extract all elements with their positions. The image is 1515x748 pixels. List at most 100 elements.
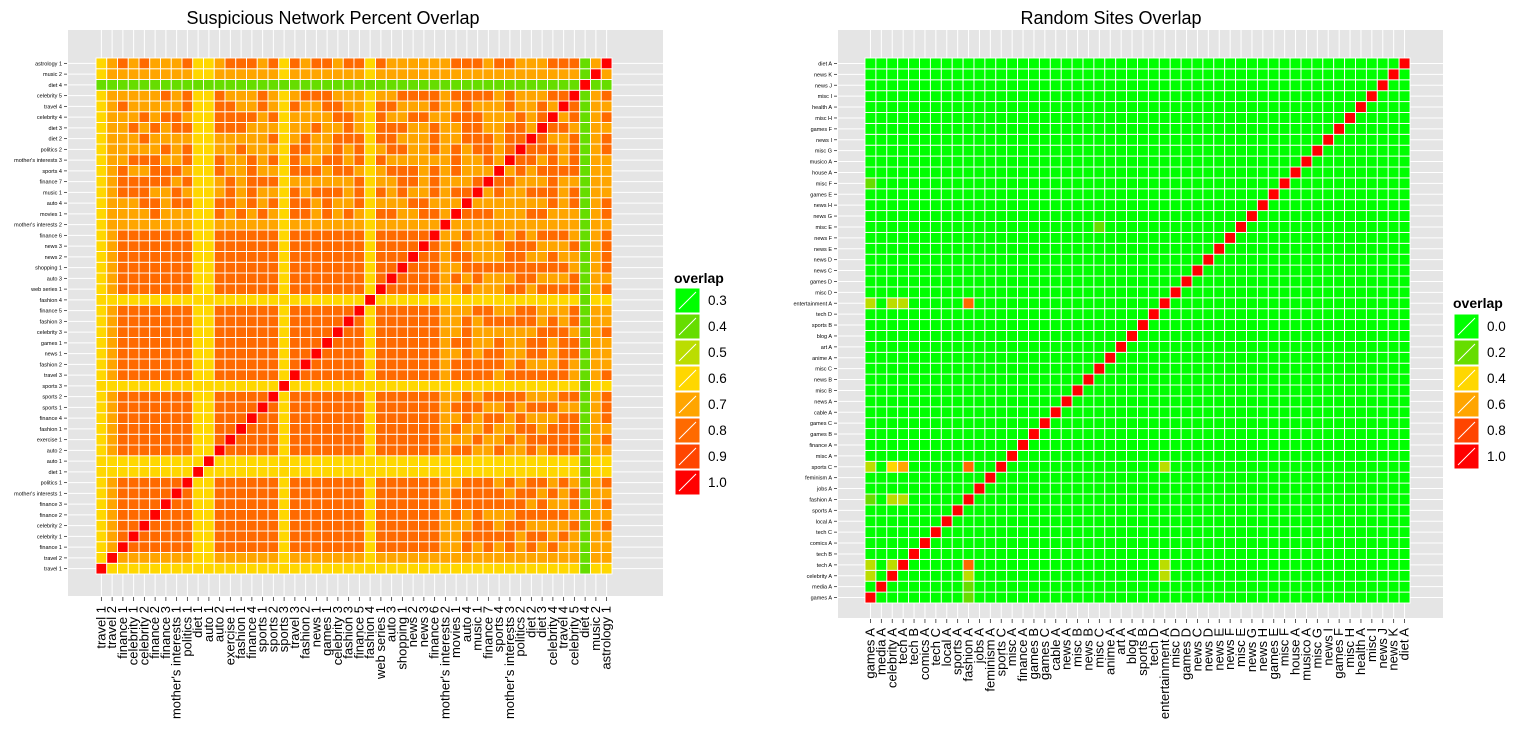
heat-tile bbox=[127, 208, 140, 220]
heat-tile bbox=[256, 186, 269, 199]
heat-tile bbox=[897, 449, 910, 462]
heat-tile bbox=[1355, 460, 1367, 473]
x-tick-label-sports-3: sports 3 bbox=[276, 606, 291, 652]
heat-tile bbox=[579, 240, 591, 252]
heat-tile bbox=[224, 261, 237, 274]
x-tick-label-celebrity-5: celebrity 5 bbox=[566, 606, 581, 665]
heat-tile bbox=[149, 304, 161, 317]
heat-tile bbox=[1147, 144, 1160, 157]
heat-tile bbox=[590, 154, 602, 166]
heat-tile bbox=[493, 315, 505, 328]
heat-tile bbox=[1137, 308, 1149, 321]
heat-tile bbox=[547, 530, 559, 543]
heat-tile bbox=[908, 580, 920, 593]
heat-tile bbox=[995, 199, 1008, 212]
heat-tile bbox=[439, 186, 452, 199]
heat-tile bbox=[1028, 242, 1040, 255]
heat-tile bbox=[1235, 580, 1247, 593]
heat-tile bbox=[1300, 591, 1313, 604]
heat-tile bbox=[886, 340, 899, 353]
heat-tile bbox=[1398, 569, 1411, 582]
right-tiles bbox=[864, 57, 1411, 604]
heat-tile bbox=[962, 351, 975, 364]
heat-tile bbox=[1278, 177, 1291, 190]
heat-tile bbox=[1213, 199, 1226, 212]
heat-tile bbox=[428, 444, 441, 457]
heat-tile bbox=[375, 562, 387, 575]
heat-tile bbox=[536, 186, 548, 199]
heat-tile bbox=[1333, 428, 1346, 440]
heat-tile bbox=[600, 79, 613, 91]
heat-tile bbox=[1267, 471, 1280, 484]
heat-tile bbox=[289, 444, 301, 457]
heat-tile bbox=[471, 401, 484, 414]
heat-tile bbox=[1158, 242, 1171, 255]
heat-tile bbox=[962, 330, 975, 342]
heat-tile bbox=[1126, 537, 1138, 549]
heat-tile bbox=[160, 476, 172, 489]
heat-tile bbox=[493, 57, 505, 70]
heat-tile bbox=[1158, 319, 1171, 331]
heat-tile bbox=[246, 444, 258, 457]
heat-tile bbox=[1278, 242, 1291, 255]
heat-tile bbox=[310, 57, 323, 70]
heat-tile bbox=[127, 541, 140, 553]
heat-tile bbox=[310, 347, 323, 360]
heat-tile bbox=[364, 326, 376, 338]
heat-tile bbox=[886, 319, 899, 331]
heat-tile bbox=[1104, 231, 1117, 244]
heat-tile bbox=[310, 251, 323, 263]
heat-tile bbox=[117, 380, 129, 392]
heat-tile bbox=[1387, 395, 1400, 408]
heat-tile bbox=[246, 57, 258, 70]
heat-tile bbox=[1104, 482, 1117, 495]
heat-tile bbox=[504, 315, 516, 328]
heat-tile bbox=[1213, 242, 1226, 255]
heat-tile bbox=[1322, 231, 1335, 244]
legend-key-glyph bbox=[678, 291, 697, 310]
heat-tile bbox=[127, 412, 140, 424]
heat-tile bbox=[246, 380, 258, 392]
heat-tile bbox=[1235, 558, 1247, 571]
heat-tile bbox=[1028, 558, 1040, 571]
heat-tile bbox=[1376, 166, 1389, 179]
heat-tile bbox=[929, 242, 942, 255]
heat-tile bbox=[1246, 471, 1258, 484]
heat-tile bbox=[940, 319, 953, 331]
heat-tile bbox=[1213, 580, 1226, 593]
heat-tile bbox=[482, 552, 495, 564]
heat-tile bbox=[1017, 101, 1029, 113]
heat-tile bbox=[1147, 482, 1160, 495]
heat-tile bbox=[353, 218, 366, 231]
heat-tile bbox=[897, 264, 910, 277]
heat-tile bbox=[289, 186, 301, 199]
heat-tile bbox=[396, 175, 409, 188]
heat-tile bbox=[1246, 558, 1258, 571]
heat-tile bbox=[332, 57, 344, 70]
heat-tile bbox=[1365, 133, 1378, 146]
heat-tile bbox=[929, 112, 942, 124]
heat-tile bbox=[332, 294, 344, 306]
heat-tile bbox=[353, 132, 366, 145]
heat-tile bbox=[1344, 471, 1356, 484]
heat-tile bbox=[213, 498, 226, 510]
heat-tile bbox=[1038, 308, 1051, 321]
heat-tile bbox=[1376, 340, 1389, 353]
heat-tile bbox=[461, 57, 473, 70]
heat-tile bbox=[547, 165, 559, 177]
heat-tile bbox=[579, 487, 591, 500]
heat-tile bbox=[396, 487, 409, 500]
heat-tile bbox=[418, 433, 430, 446]
heat-tile bbox=[1126, 449, 1138, 462]
heat-tile bbox=[1398, 504, 1411, 517]
heat-tile bbox=[246, 89, 258, 102]
heat-tile bbox=[1038, 221, 1051, 233]
heat-tile bbox=[525, 154, 538, 166]
heat-tile bbox=[1256, 591, 1269, 604]
heat-tile bbox=[332, 175, 344, 188]
heat-tile bbox=[106, 294, 118, 306]
heat-tile bbox=[439, 337, 452, 349]
heat-tile bbox=[1038, 569, 1051, 582]
heat-tile bbox=[192, 283, 204, 295]
